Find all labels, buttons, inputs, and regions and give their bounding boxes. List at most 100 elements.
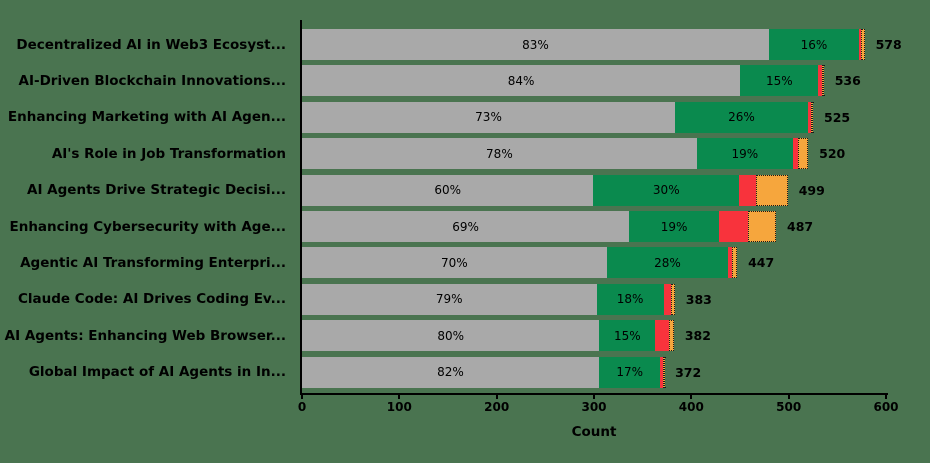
segment-red <box>792 138 798 170</box>
segment-red <box>739 174 757 206</box>
x-tick-label: 200 <box>484 400 510 414</box>
segment-green: 15% <box>740 65 819 97</box>
x-tick-mark <box>885 393 887 399</box>
y-axis-line <box>300 20 302 395</box>
segment-percent-label: 80% <box>437 328 465 343</box>
segment-green: 18% <box>596 283 664 315</box>
bar-total-label: 382 <box>684 328 711 344</box>
segment-percent-label: 26% <box>728 110 755 125</box>
segment-red <box>728 247 732 279</box>
segment-percent-label: 19% <box>731 146 759 161</box>
segment-orange <box>860 29 865 60</box>
segment-green: 16% <box>768 29 859 60</box>
segment-percent-label: 78% <box>486 146 513 161</box>
segment-green: 30% <box>593 174 740 206</box>
segment-gray: 82% <box>302 356 599 388</box>
x-tick-label: 100 <box>386 400 412 414</box>
segment-red <box>655 320 670 352</box>
segment-percent-label: 18% <box>616 292 644 307</box>
segment-orange <box>797 138 809 170</box>
segment-percent-label: 17% <box>616 365 643 380</box>
segment-percent-label: 84% <box>507 73 535 88</box>
segment-red <box>818 65 822 97</box>
x-tick-mark <box>301 393 303 399</box>
segment-orange <box>669 320 674 352</box>
bar-row: 60% 30% <box>302 174 788 206</box>
segment-percent-label: 82% <box>437 365 464 380</box>
segment-red <box>719 211 748 242</box>
x-tick-mark <box>690 393 693 399</box>
category-label: Decentralized AI in Web3 Ecosyst... <box>16 36 286 53</box>
segment-gray: 70% <box>302 247 607 279</box>
bar-total-label: 383 <box>685 291 712 307</box>
segment-percent-label: 69% <box>452 219 479 234</box>
segment-percent-label: 83% <box>522 37 549 52</box>
segment-green: 15% <box>599 320 656 352</box>
segment-orange <box>821 65 824 97</box>
bar-total-label: 520 <box>819 146 846 162</box>
segment-red <box>663 283 672 315</box>
segment-percent-label: 70% <box>440 255 468 270</box>
segment-orange <box>747 211 776 242</box>
x-tick-mark <box>495 393 498 399</box>
segment-orange <box>731 247 738 279</box>
segment-gray: 60% <box>302 174 594 206</box>
segment-percent-label: 15% <box>613 328 641 343</box>
segment-green: 17% <box>598 356 661 388</box>
bar-row: 73% 26% <box>302 101 813 133</box>
category-label: Agentic AI Transforming Enterpri... <box>20 254 286 271</box>
bar-total-label: 578 <box>875 37 902 52</box>
segment-gray: 78% <box>302 138 697 170</box>
bar-total-label: 372 <box>675 364 702 380</box>
segment-green: 19% <box>629 211 720 242</box>
segment-green: 19% <box>696 138 793 170</box>
segment-percent-label: 73% <box>475 110 502 125</box>
plot-area: 83% 16% 578 84% 15% 536 73% 26% 525 78% 19% 520 60% 3… <box>300 20 902 395</box>
segment-percent-label: 16% <box>800 37 828 52</box>
category-label: Enhancing Marketing with AI Agen... <box>7 109 286 126</box>
bar-row: 79% 18% <box>302 283 675 315</box>
segment-orange <box>756 174 788 206</box>
segment-red <box>807 101 811 133</box>
x-tick-label: 300 <box>581 400 607 414</box>
segment-red <box>660 356 663 388</box>
bar-total-label: 536 <box>834 73 861 89</box>
bar-total-label: 447 <box>748 255 775 271</box>
segment-percent-label: 19% <box>660 219 688 234</box>
segment-gray: 79% <box>302 283 597 315</box>
bar-row: 69% 19% <box>302 211 776 242</box>
bar-row: 84% 15% <box>302 65 824 97</box>
segment-red <box>858 29 861 60</box>
x-tick-label: 500 <box>776 400 802 414</box>
segment-gray: 84% <box>302 65 741 97</box>
bar-row: 80% 15% <box>302 320 674 352</box>
bar-total-label: 499 <box>798 182 825 198</box>
category-label: AI Agents Drive Strategic Decisi... <box>27 182 286 199</box>
x-tick-mark <box>787 393 790 399</box>
bar-row: 78% 19% <box>302 138 809 170</box>
bar-total-label: 525 <box>824 109 851 125</box>
segment-gray: 80% <box>302 320 600 352</box>
x-tick-mark <box>593 393 595 399</box>
category-label: AI's Role in Job Transformation <box>51 145 286 162</box>
bar-row: 70% 28% <box>302 247 738 279</box>
segment-gray: 83% <box>302 29 769 60</box>
segment-gray: 73% <box>302 101 676 133</box>
category-label: Claude Code: AI Drives Coding Ev... <box>18 291 286 308</box>
segment-orange <box>671 283 675 315</box>
segment-gray: 69% <box>302 211 630 242</box>
category-label: AI Agents: Enhancing Web Browser... <box>4 327 286 344</box>
bar-total-label: 487 <box>787 219 814 234</box>
x-tick-mark <box>398 393 401 399</box>
segment-green: 28% <box>606 247 729 279</box>
segment-percent-label: 30% <box>652 183 680 198</box>
segment-percent-label: 60% <box>434 183 462 198</box>
segment-percent-label: 15% <box>766 73 793 88</box>
bar-row: 83% 16% <box>302 29 865 60</box>
category-label: AI-Driven Blockchain Innovations... <box>18 72 286 89</box>
x-axis-title: Count <box>571 424 617 440</box>
category-label: Enhancing Cybersecurity with Age... <box>9 218 286 235</box>
category-label: Global Impact of AI Agents in In... <box>28 364 286 381</box>
segment-orange <box>810 101 813 133</box>
